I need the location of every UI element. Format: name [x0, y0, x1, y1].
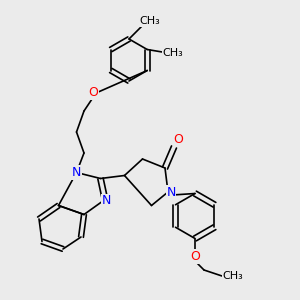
Text: O: O: [174, 133, 183, 146]
Text: O: O: [190, 250, 200, 263]
Text: CH₃: CH₃: [162, 47, 183, 58]
Text: CH₃: CH₃: [140, 16, 160, 26]
Text: N: N: [72, 166, 81, 179]
Text: N: N: [102, 194, 111, 208]
Text: O: O: [88, 86, 98, 100]
Text: N: N: [166, 185, 176, 199]
Text: CH₃: CH₃: [222, 271, 243, 281]
